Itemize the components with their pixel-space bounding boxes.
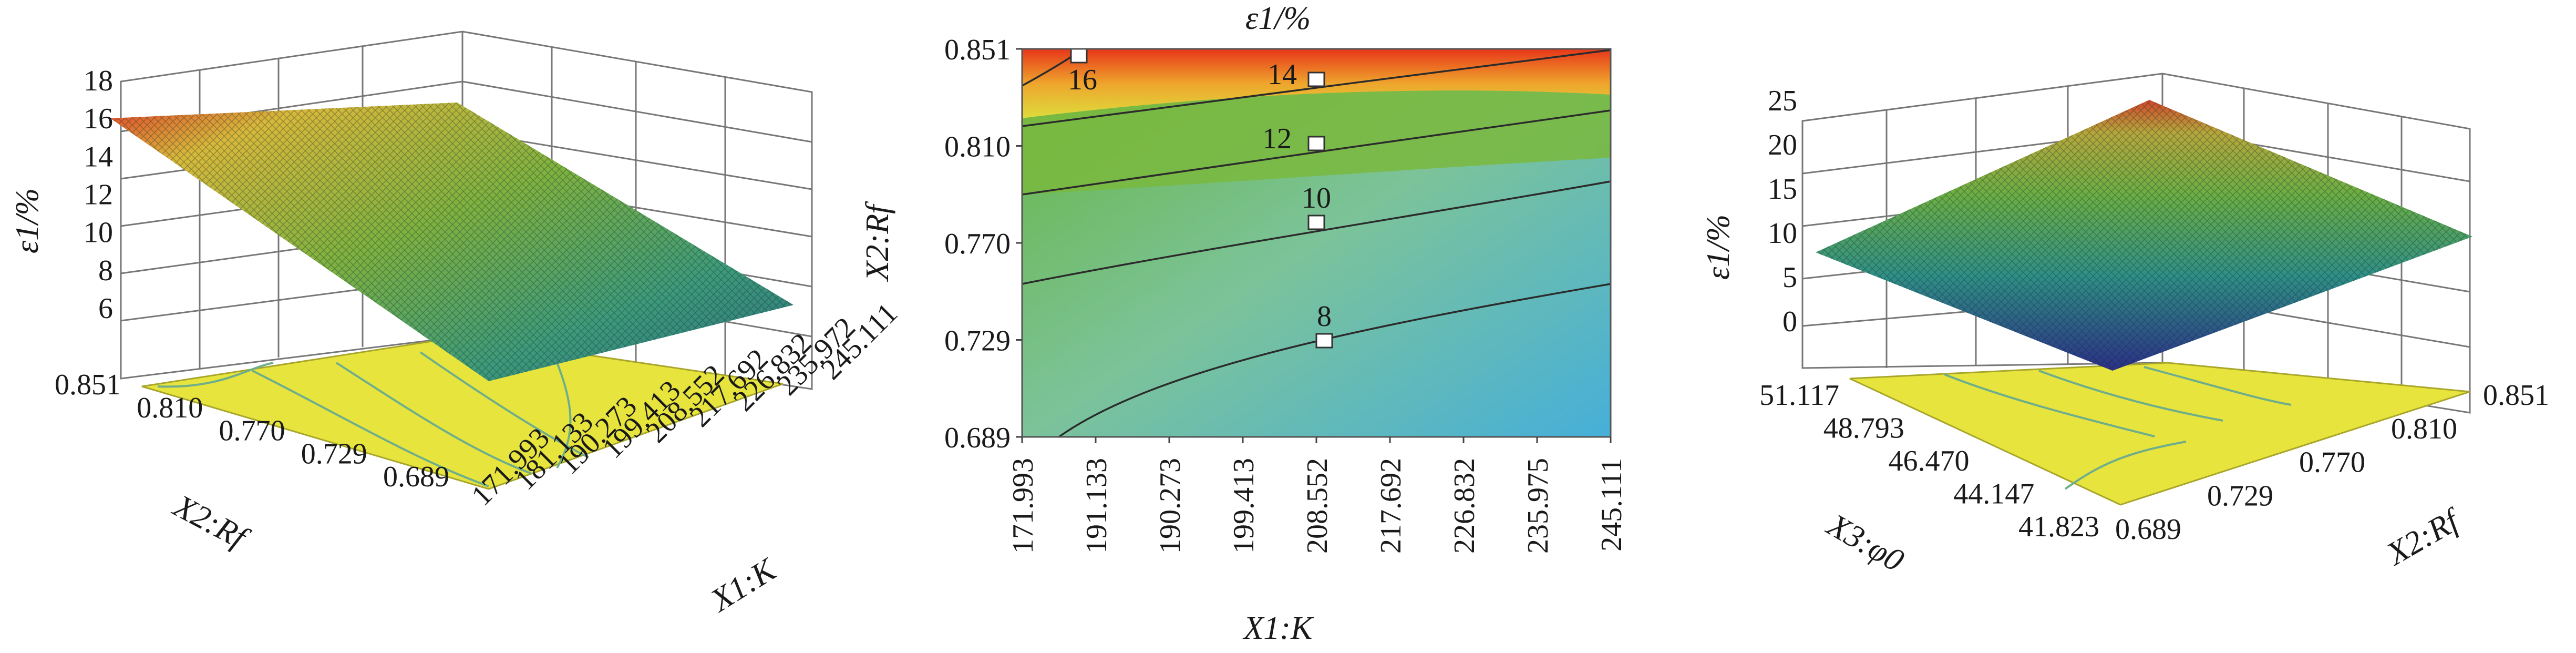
contour-y-tick-label: 0.810 (944, 131, 1011, 164)
right-y-tick-label: 48.793 (1823, 412, 1904, 445)
contour-y-axis-label: X2:Rf (860, 201, 895, 282)
left-z-tick-label: 18 (84, 65, 113, 97)
contour-y-tick-label: 0.770 (944, 228, 1011, 260)
left-y-tick-label: 0.729 (301, 437, 367, 470)
contour-x-tick-label: 235.975 (1522, 458, 1554, 554)
right-z-tick-label: 25 (1768, 85, 1797, 117)
contour-label-boxes (1070, 48, 1333, 349)
right-base-contour-plane (1849, 362, 2470, 506)
contour-line-8 (1058, 283, 1611, 438)
contour-label-16: 16 (1068, 64, 1097, 96)
right-z-tick-label: 15 (1768, 173, 1797, 206)
contour-x-tick-label: 191.133 (1080, 458, 1113, 554)
right-z-tick-label: 10 (1768, 217, 1797, 250)
contour-plot: ε1/% 16 14 12 10 8 0.6890.7290.7700.8100… (860, 1, 1628, 646)
contour-y-tick-label: 0.729 (944, 325, 1011, 358)
contour-x-tick-label: 171.993 (1007, 458, 1039, 554)
right-x-tick-label: 0.729 (2207, 479, 2273, 512)
left-base-contour-plane (141, 335, 784, 490)
contour-y-tick-label: 0.851 (944, 34, 1011, 66)
right-x-tick-label: 0.689 (2115, 513, 2181, 546)
contour-lines (1022, 48, 1611, 438)
contour-title: ε1/% (1245, 1, 1311, 36)
left-z-tick-label: 12 (84, 179, 113, 211)
contour-x-tick-label: 226.832 (1448, 458, 1481, 554)
right-x-tick-label: 0.810 (2391, 413, 2457, 445)
contour-line-14 (1022, 49, 1611, 127)
right-base-contour-lines (1944, 366, 2292, 490)
left-surface-plot (110, 30, 813, 490)
right-x-axis-label: X2:Rf (2379, 501, 2468, 573)
contour-x-tick-label: 245.111 (1595, 458, 1628, 552)
contour-x-tick-label: 190.273 (1154, 458, 1187, 554)
right-z-tick-label: 20 (1768, 129, 1797, 161)
contour-label-8: 8 (1317, 300, 1332, 333)
contour-x-axis-label: X1:K (1242, 610, 1315, 646)
left-z-tick-label: 10 (84, 217, 113, 249)
right-z-axis: 0 5 10 15 20 25 ε1/% (1701, 85, 1797, 338)
right-y-tick-label: 51.117 (1759, 379, 1839, 412)
contour-label-12: 12 (1262, 123, 1292, 155)
left-y-axis-label: X2:Rf (167, 487, 255, 557)
left-y-tick-label: 0.689 (383, 461, 449, 493)
left-y-tick-label: 0.810 (137, 392, 203, 424)
right-y-tick-label: 41.823 (2018, 511, 2099, 543)
right-x-tick-label: 0.851 (2483, 379, 2549, 412)
contour-line-10 (1022, 180, 1611, 285)
left-z-tick-label: 6 (98, 292, 113, 325)
contour-x-tick-label: 208.552 (1301, 458, 1334, 554)
right-y-axis-label: X3:φ0 (1820, 506, 1910, 579)
contour-y-ticks: 0.689 0.729 0.770 0.810 0.851 (944, 34, 1022, 454)
left-y-axis: 0.689 0.729 0.770 0.810 0.851 X2:Rf (55, 369, 449, 557)
contour-x-ticks: 171.993 191.133 190.273 199.413 208.552 217.6… (1007, 437, 1628, 554)
left-z-tick-label: 16 (84, 103, 113, 135)
contour-label-10: 10 (1302, 182, 1331, 215)
left-y-tick-label: 0.770 (219, 415, 285, 447)
right-z-tick-label: 5 (1782, 261, 1797, 294)
right-y-tick-label: 46.470 (1889, 445, 1970, 477)
contour-y-tick-label: 0.689 (944, 422, 1011, 454)
right-y-tick-label: 44.147 (1953, 478, 2034, 511)
left-y-tick-label: 0.851 (55, 369, 121, 401)
contour-line-12 (1022, 109, 1611, 196)
contour-labels: 16 14 12 10 8 (1068, 58, 1332, 333)
left-z-tick-label: 14 (84, 140, 113, 173)
left-base-contour-lines (157, 349, 589, 487)
right-z-axis-label: ε1/% (1701, 215, 1736, 280)
left-z-axis: 6 8 10 12 14 16 18 ε1/% (9, 65, 113, 325)
contour-x-tick-label: 217.692 (1375, 458, 1407, 554)
left-z-tick-label: 8 (98, 254, 113, 287)
contour-x-tick-label: 199.413 (1228, 458, 1260, 554)
left-z-axis-label: ε1/% (9, 188, 45, 253)
right-z-tick-label: 0 (1782, 305, 1797, 338)
right-x-tick-label: 0.770 (2299, 446, 2365, 479)
contour-label-14: 14 (1268, 58, 1297, 91)
left-x-axis-label: X1:K (703, 551, 784, 620)
right-surface-plot (1801, 73, 2472, 506)
